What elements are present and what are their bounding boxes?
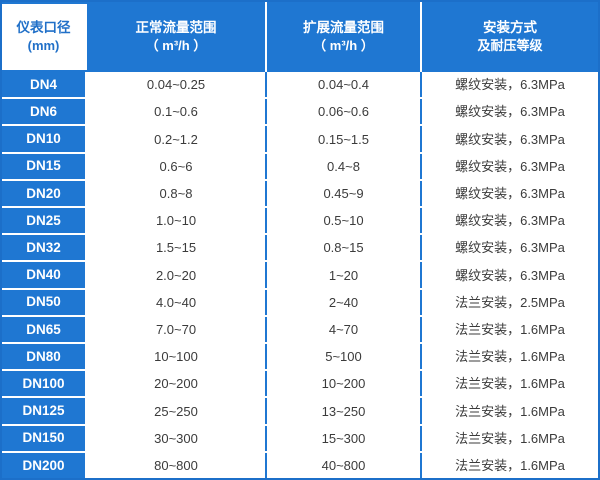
table-row: DN10 0.2~1.2 0.15~1.5 螺纹安装，6.3MPa [2,126,598,154]
cell-extended-flow: 40~800 [267,452,422,479]
column-header-diameter-title: 仪表口径 [16,20,71,36]
table-row: DN40 2.0~20 1~20 螺纹安装，6.3MPa [2,262,598,290]
cell-extended-flow: 0.45~9 [267,180,422,207]
column-header-normal-flow: 正常流量范围 （ m³/h ） [87,2,267,72]
table-row: DN15 0.6~6 0.4~8 螺纹安装，6.3MPa [2,153,598,181]
cell-normal-flow: 1.5~15 [87,235,267,261]
cell-normal-flow: 10~100 [87,344,267,370]
cell-mounting: 法兰安装，1.6MPa [422,452,598,479]
table-row: DN20 0.8~8 0.45~9 螺纹安装，6.3MPa [2,180,598,209]
column-header-mounting: 安装方式 及耐压等级 [422,2,598,72]
column-header-extended-flow: 扩展流量范围 （ m³/h ） [267,2,422,72]
column-header-normal-flow-unit: （ m³/h ） [145,38,207,54]
cell-mounting: 螺纹安装，6.3MPa [422,180,598,207]
cell-extended-flow: 0.15~1.5 [267,126,422,152]
cell-extended-flow: 2~40 [267,289,422,315]
cell-mounting: 螺纹安装，6.3MPa [422,153,598,179]
cell-extended-flow: 13~250 [267,398,422,424]
cell-diameter: DN50 [2,289,87,315]
cell-diameter: DN4 [2,72,87,98]
table-row: DN65 7.0~70 4~70 法兰安装，1.6MPa [2,316,598,345]
cell-normal-flow: 80~800 [87,452,267,479]
cell-diameter: DN150 [2,425,87,451]
cell-normal-flow: 0.2~1.2 [87,126,267,152]
table-row: DN80 10~100 5~100 法兰安装，1.6MPa [2,344,598,372]
cell-diameter: DN15 [2,153,87,179]
cell-normal-flow: 4.0~40 [87,289,267,315]
cell-diameter: DN200 [2,452,87,479]
cell-mounting: 螺纹安装，6.3MPa [422,262,598,288]
table-row: DN200 80~800 40~800 法兰安装，1.6MPa [2,452,598,479]
cell-normal-flow: 2.0~20 [87,262,267,288]
table-body: DN4 0.04~0.25 0.04~0.4 螺纹安装，6.3MPa DN6 0.1~0.… [2,72,598,479]
cell-diameter: DN20 [2,180,87,207]
column-header-mounting-title: 安装方式 [483,20,537,36]
table-row: DN6 0.1~0.6 0.06~0.6 螺纹安装，6.3MPa [2,99,598,127]
cell-mounting: 螺纹安装，6.3MPa [422,126,598,152]
cell-normal-flow: 0.1~0.6 [87,99,267,125]
cell-mounting: 法兰安装，1.6MPa [422,371,598,397]
cell-mounting: 法兰安装，1.6MPa [422,316,598,343]
column-header-mounting-unit: 及耐压等级 [477,38,543,54]
cell-diameter: DN40 [2,262,87,288]
cell-extended-flow: 0.4~8 [267,153,422,179]
cell-normal-flow: 1.0~10 [87,208,267,234]
cell-mounting: 法兰安装，1.6MPa [422,425,598,451]
cell-mounting: 螺纹安装，6.3MPa [422,99,598,125]
cell-mounting: 螺纹安装，6.3MPa [422,72,598,98]
table-row: DN50 4.0~40 2~40 法兰安装，2.5MPa [2,289,598,317]
cell-diameter: DN65 [2,316,87,343]
cell-diameter: DN32 [2,235,87,261]
cell-normal-flow: 7.0~70 [87,316,267,343]
column-header-extended-flow-title: 扩展流量范围 [303,20,384,36]
table-row: DN4 0.04~0.25 0.04~0.4 螺纹安装，6.3MPa [2,72,598,100]
table-header-row: 仪表口径 (mm) 正常流量范围 （ m³/h ） 扩展流量范围 （ m³/h … [2,2,598,72]
cell-diameter: DN125 [2,398,87,424]
cell-normal-flow: 0.6~6 [87,153,267,179]
cell-diameter: DN6 [2,99,87,125]
cell-mounting: 法兰安装，1.6MPa [422,398,598,424]
cell-normal-flow: 0.04~0.25 [87,72,267,98]
table-row: DN25 1.0~10 0.5~10 螺纹安装，6.3MPa [2,208,598,236]
cell-diameter: DN100 [2,371,87,397]
cell-diameter: DN10 [2,126,87,152]
cell-normal-flow: 20~200 [87,371,267,397]
table-row: DN100 20~200 10~200 法兰安装，1.6MPa [2,371,598,399]
cell-mounting: 法兰安装，1.6MPa [422,344,598,370]
cell-extended-flow: 0.8~15 [267,235,422,261]
column-header-normal-flow-title: 正常流量范围 [135,20,217,36]
cell-diameter: DN25 [2,208,87,234]
cell-normal-flow: 25~250 [87,398,267,424]
cell-extended-flow: 0.06~0.6 [267,99,422,125]
cell-extended-flow: 5~100 [267,344,422,370]
cell-mounting: 螺纹安装，6.3MPa [422,235,598,261]
column-header-diameter-unit: (mm) [27,38,60,54]
cell-normal-flow: 30~300 [87,425,267,451]
table-row: DN32 1.5~15 0.8~15 螺纹安装，6.3MPa [2,235,598,263]
cell-mounting: 法兰安装，2.5MPa [422,289,598,315]
cell-extended-flow: 0.04~0.4 [267,72,422,98]
cell-extended-flow: 15~300 [267,425,422,451]
cell-diameter: DN80 [2,344,87,370]
table-row: DN125 25~250 13~250 法兰安装，1.6MPa [2,398,598,426]
cell-mounting: 螺纹安装，6.3MPa [422,208,598,234]
cell-extended-flow: 4~70 [267,316,422,343]
table-row: DN150 30~300 15~300 法兰安装，1.6MPa [2,425,598,453]
column-header-diameter: 仪表口径 (mm) [2,4,87,70]
column-header-extended-flow-unit: （ m³/h ） [313,38,374,54]
cell-extended-flow: 0.5~10 [267,208,422,234]
cell-extended-flow: 10~200 [267,371,422,397]
cell-normal-flow: 0.8~8 [87,180,267,207]
cell-extended-flow: 1~20 [267,262,422,288]
